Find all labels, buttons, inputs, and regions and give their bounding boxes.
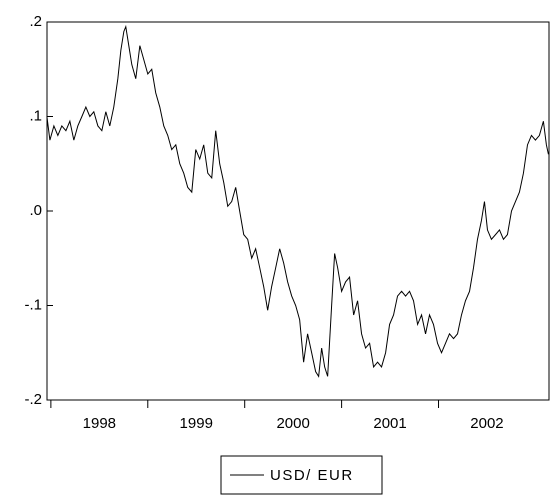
x-tick-label: 2001: [373, 415, 406, 432]
y-tick-label: .0: [29, 202, 42, 219]
data-line: [46, 24, 549, 378]
x-tick-label: 1999: [180, 415, 213, 432]
x-tick-label: 2002: [470, 415, 503, 432]
y-tick-label: -.2: [24, 391, 42, 408]
x-tick-label: 2000: [276, 415, 309, 432]
legend-label: USD/ EUR: [270, 467, 354, 484]
y-tick-label: .2: [29, 13, 42, 30]
y-tick-label: .1: [29, 107, 42, 124]
plot-frame: [46, 21, 550, 401]
x-tick-label: 1998: [83, 415, 116, 432]
y-tick-label: -.1: [24, 296, 42, 313]
